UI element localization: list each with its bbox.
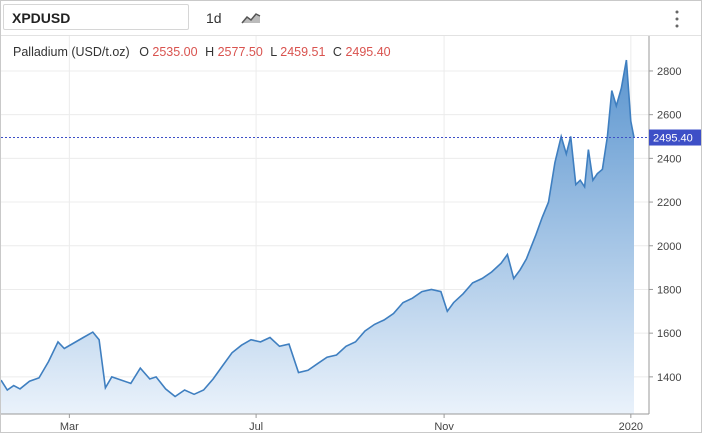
y-tick-label: 1600 — [657, 328, 681, 340]
last-price-tag: 2495.40 — [649, 129, 701, 146]
y-tick-label: 2800 — [657, 66, 681, 78]
y-tick-label: 2200 — [657, 197, 681, 209]
x-tick-label: Nov — [434, 421, 454, 432]
vertical-dots-icon[interactable] — [673, 9, 681, 29]
price-legend: Palladium (USD/t.oz) O 2535.00 H 2577.50… — [13, 45, 391, 59]
close-value: 2495.40 — [345, 45, 391, 59]
area-chart-icon[interactable] — [241, 9, 261, 25]
y-tick-label: 2400 — [657, 153, 681, 165]
instrument-name: Palladium (USD/t.oz) — [13, 45, 130, 59]
y-tick-label: 2000 — [657, 241, 681, 253]
high-value: 2577.50 — [217, 45, 263, 59]
y-tick-label: 1800 — [657, 284, 681, 296]
open-value: 2535.00 — [152, 45, 198, 59]
chart-toolbar: XPDUSD 1d — [1, 1, 701, 36]
low-value: 2459.51 — [280, 45, 326, 59]
price-area — [1, 60, 634, 414]
time-axis: Mar Jul Nov 2020 — [60, 414, 643, 432]
high-label: H — [205, 45, 215, 59]
y-tick-label: 2600 — [657, 110, 681, 122]
close-label: C — [332, 45, 342, 59]
low-label: L — [270, 45, 277, 59]
x-tick-label: 2020 — [619, 421, 643, 432]
price-axis: 1400 1600 1800 2000 2200 2400 2600 2800 — [649, 66, 681, 384]
symbol-search-input[interactable]: XPDUSD — [3, 4, 189, 30]
price-line — [1, 59, 635, 398]
last-price-tag-label: 2495.40 — [653, 133, 693, 145]
last-price-tag-box — [649, 129, 701, 146]
interval-button[interactable]: 1d — [206, 10, 222, 26]
open-label: O — [139, 45, 149, 59]
y-tick-label: 1400 — [657, 372, 681, 384]
ohlc-values: O 2535.00 H 2577.50 L 2459.51 C 2495.40 — [139, 45, 390, 59]
x-tick-label: Jul — [249, 421, 263, 432]
grid-lines — [1, 36, 649, 414]
x-tick-label: Mar — [60, 421, 79, 432]
